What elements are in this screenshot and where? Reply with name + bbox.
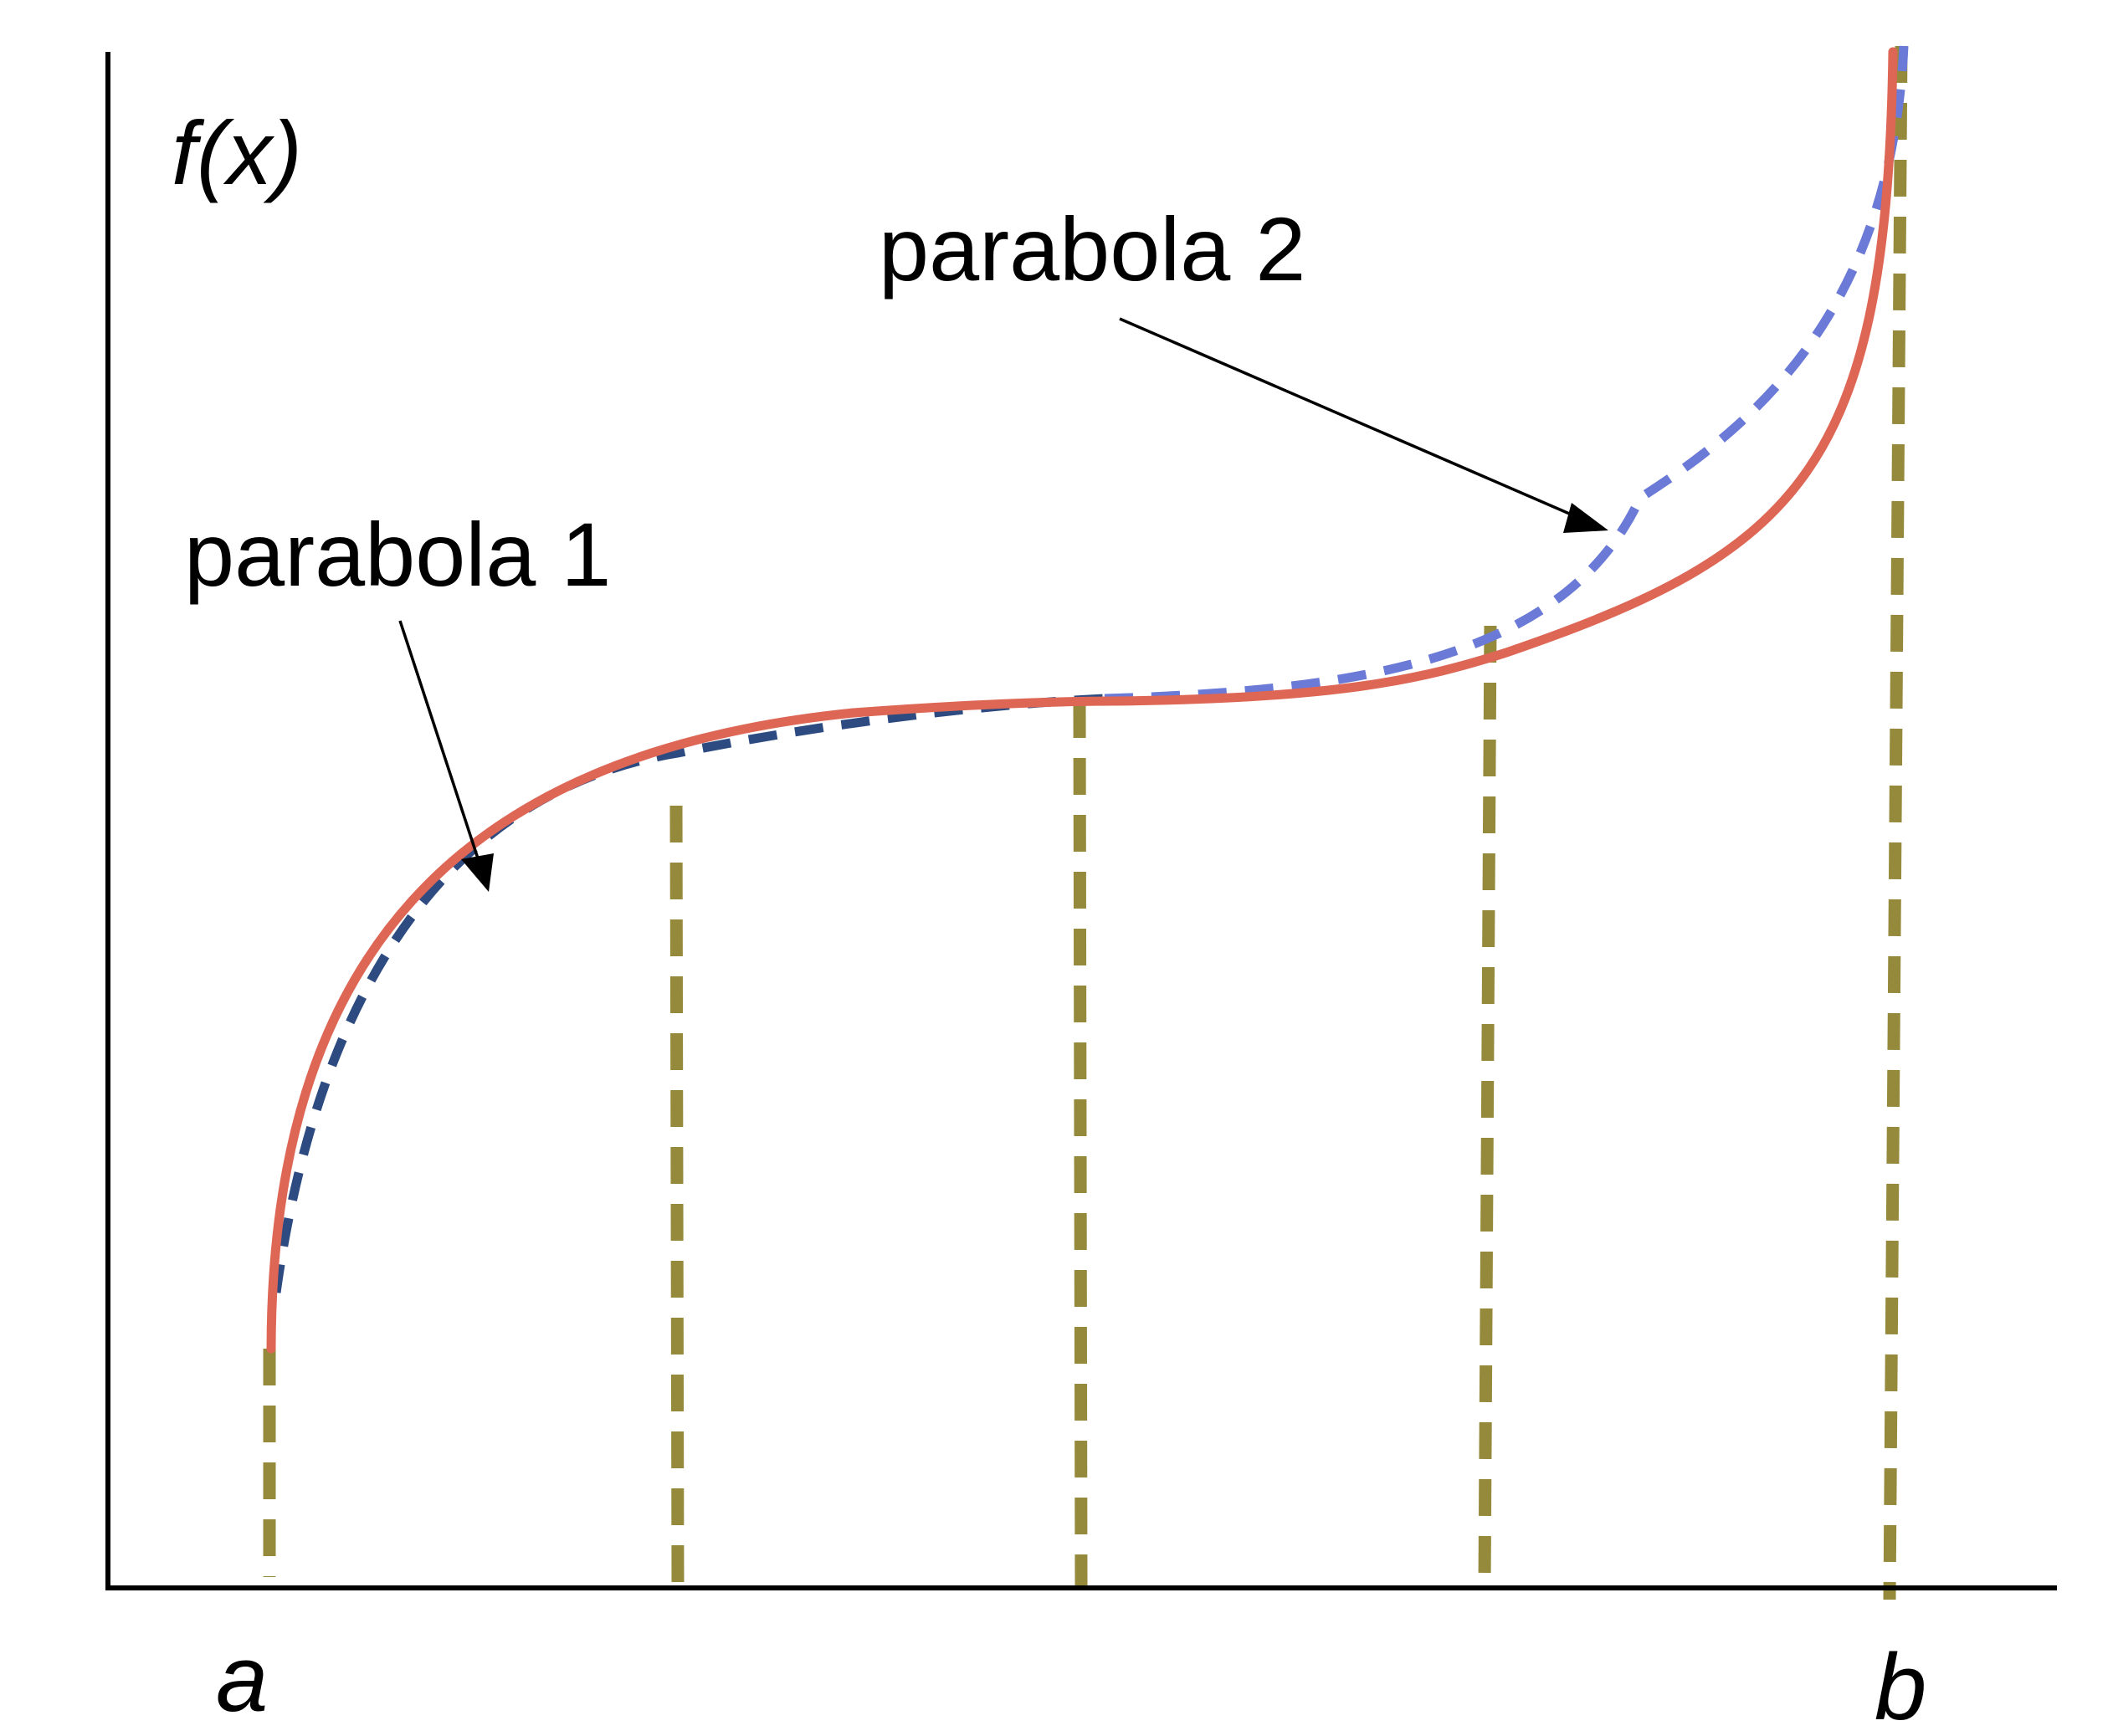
guide-line-2 bbox=[669, 805, 685, 1589]
y-axis-label: f(x) bbox=[172, 102, 302, 203]
parabola-1-label: parabola 1 bbox=[184, 504, 611, 605]
x-axis-end-label: b bbox=[1875, 1635, 1926, 1736]
parabola-1-leader-line bbox=[398, 620, 481, 864]
parabola-1-arrowhead bbox=[461, 853, 494, 892]
parabola-2-arrowhead bbox=[1563, 503, 1608, 533]
partition-guide-lines bbox=[263, 45, 1908, 1600]
guide-line-b bbox=[1883, 45, 1908, 1600]
parabola-2-curve bbox=[1104, 45, 1909, 704]
guide-line-midpoint bbox=[1073, 700, 1088, 1589]
guide-line-4 bbox=[1478, 625, 1497, 1589]
parabola-2-pointer bbox=[1119, 317, 1608, 533]
parabola-1-curve bbox=[271, 694, 1105, 1293]
x-axis-start-label: a bbox=[216, 1626, 268, 1731]
parabola-2-label: parabola 2 bbox=[879, 198, 1305, 300]
parabola-2-leader-line bbox=[1119, 317, 1574, 517]
parabola-1-pointer bbox=[398, 620, 494, 892]
function-curve bbox=[266, 47, 1898, 1354]
